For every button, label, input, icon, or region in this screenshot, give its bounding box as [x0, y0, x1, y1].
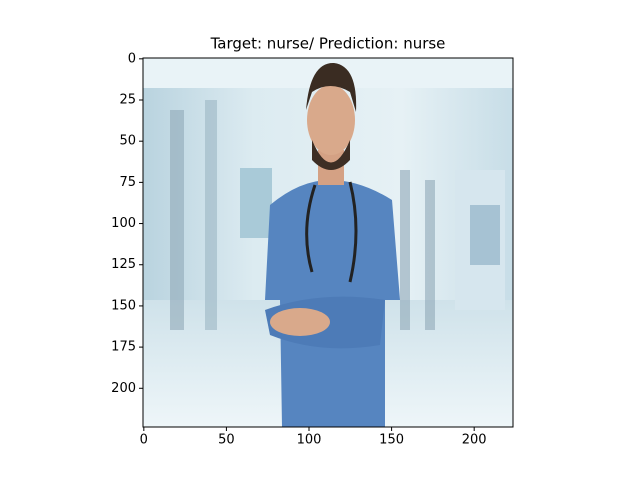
- y-tick-label: 125: [111, 257, 136, 272]
- axes-frame: [142, 57, 514, 428]
- x-tick-label: 150: [379, 433, 404, 448]
- y-tick-label: 200: [111, 381, 136, 396]
- y-tick-label: 175: [111, 340, 136, 355]
- x-tick-label: 100: [297, 433, 322, 448]
- y-tick-label: 50: [119, 134, 136, 149]
- y-tick-label: 100: [111, 216, 136, 231]
- y-tick-label: 25: [119, 93, 136, 108]
- image: [143, 58, 513, 427]
- x-tick-label: 200: [462, 433, 487, 448]
- y-tick-label: 0: [128, 51, 136, 66]
- x-tick-label: 0: [140, 433, 148, 448]
- y-tick-label: 75: [119, 175, 136, 190]
- chart-title: Target: nurse/ Prediction: nurse: [210, 35, 446, 53]
- x-tick-label: 50: [218, 433, 235, 448]
- y-tick-label: 150: [111, 298, 136, 313]
